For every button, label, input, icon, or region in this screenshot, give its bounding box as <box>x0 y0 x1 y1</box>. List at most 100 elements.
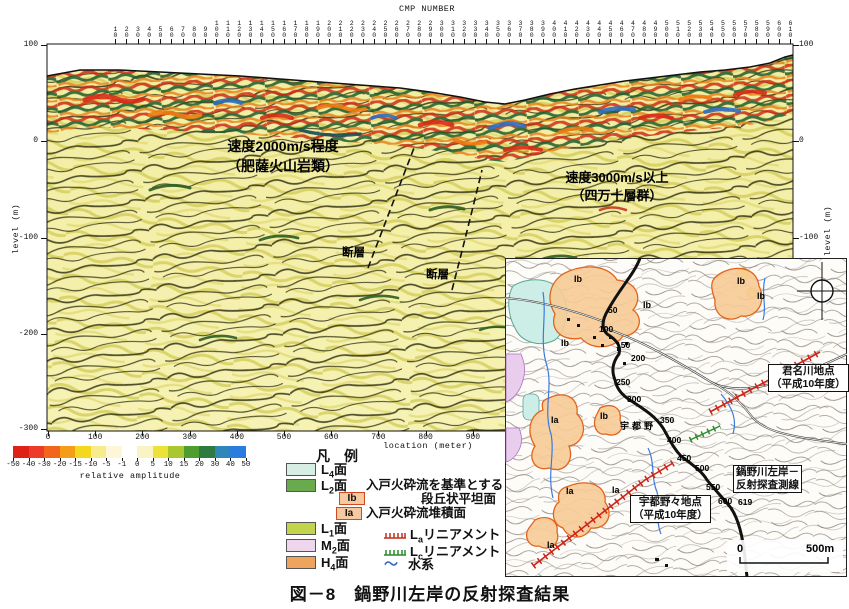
map-survey-line <box>601 258 749 577</box>
elevation-tick-label: -100 <box>18 233 38 242</box>
legend-label-l4: L4面 <box>321 462 347 480</box>
elevation-tick <box>793 238 799 239</box>
cmp-tick <box>115 39 116 44</box>
cmp-tick-label: 180 <box>303 20 311 38</box>
legend-unit-ib: Ib <box>339 492 365 505</box>
colorbar-tick-label: 5 <box>150 461 156 469</box>
cmp-tick <box>295 39 296 44</box>
location-tick-label: 600 <box>323 433 339 442</box>
velocity-annotation-1: 速度2000m/s程度 （肥薩火山岩類） <box>173 137 393 176</box>
colorbar-tick-label: -40 <box>21 461 36 469</box>
colorbar-tick-label: -5 <box>101 461 111 469</box>
cmp-axis-title: CMP NUMBER <box>398 4 455 14</box>
colorbar-tick-label: -10 <box>83 461 98 469</box>
cmp-axis: 10 20 30 40 50 60 70 80 90 100 110 120 130 140 150 160 1… <box>0 8 849 44</box>
colorbar-tick <box>13 458 14 461</box>
colorbar-tick-label: 10 <box>163 461 173 469</box>
cmp-tick-label: 510 <box>674 20 682 38</box>
colorbar-tick-label: 15 <box>179 461 189 469</box>
cmp-tick-label: 340 <box>483 20 491 38</box>
cmp-tick <box>778 39 780 44</box>
map-building-marks <box>567 318 668 567</box>
colorbar-tick <box>75 458 77 461</box>
location-tick-label: 200 <box>135 433 150 442</box>
colorbar-tick <box>168 458 170 461</box>
location-tick <box>142 431 144 436</box>
cmp-tick <box>677 39 679 44</box>
cmp-tick-label: 440 <box>595 20 603 38</box>
cmp-tick <box>643 39 645 44</box>
cmp-tick-label: 260 <box>393 20 401 38</box>
colorbar-tick <box>121 458 123 461</box>
colorbar-tick-label: 40 <box>225 461 235 469</box>
legend-ia-text: 入戸火砕流堆積面 <box>366 506 467 520</box>
cmp-tick-label: 570 <box>742 20 749 38</box>
cmp-tick <box>598 39 600 44</box>
cmp-tick-label: 470 <box>629 20 637 38</box>
legend-label-h4: H4面 <box>321 555 349 573</box>
water-system-icon: ～ <box>384 556 398 572</box>
location-tick <box>425 431 427 436</box>
legend-ito-note-line2: 段丘状平坦面 <box>421 492 497 506</box>
cmp-tick-label: 60 <box>168 26 176 38</box>
location-axis-title: location (meter) <box>383 441 473 451</box>
velocity-annotation-2-line1: 速度3000m/s以上 <box>565 170 669 185</box>
cmp-tick <box>520 39 521 44</box>
colorbar-tick-label: 0 <box>134 461 140 469</box>
cmp-tick <box>430 39 431 44</box>
cmp-tick <box>688 39 690 44</box>
cmp-tick <box>497 39 499 44</box>
elevation-tick <box>41 238 47 239</box>
colorbar-tick-label: 30 <box>210 461 220 469</box>
cmp-tick-label: 530 <box>697 20 704 38</box>
location-tick-label: 400 <box>229 433 244 442</box>
cmp-tick <box>508 39 510 44</box>
location-tick-label: 500 <box>276 433 292 442</box>
colorbar-tick <box>137 458 139 461</box>
colorbar-tick-label: -15 <box>68 461 82 469</box>
cmp-tick-label: 110 <box>224 20 232 38</box>
location-tick-label: 900 <box>465 433 480 442</box>
cmp-tick <box>205 39 206 44</box>
cmp-tick <box>137 39 139 44</box>
cmp-tick <box>373 39 375 44</box>
cmp-tick <box>790 39 791 44</box>
cmp-tick-label: 540 <box>708 20 716 38</box>
legend-swatch-m2 <box>286 539 316 552</box>
cmp-tick-label: 140 <box>258 20 266 38</box>
cmp-tick-label: 150 <box>269 20 277 38</box>
cmp-tick <box>621 39 623 44</box>
cmp-tick <box>407 39 409 44</box>
velocity-annotation-2: 速度3000m/s以上 （四万十層群） <box>517 169 717 205</box>
colorbar-segment <box>152 446 169 458</box>
cmp-tick <box>767 39 769 44</box>
cmp-tick <box>306 39 308 44</box>
cmp-tick-label: 370 <box>517 20 524 38</box>
cmp-tick-label: 520 <box>685 20 693 38</box>
cmp-tick-label: 90 <box>202 26 209 38</box>
cmp-tick-label: 480 <box>640 20 648 38</box>
cmp-tick-label: 70 <box>179 26 187 38</box>
location-tick-label: 300 <box>182 433 197 442</box>
cmp-tick-label: 550 <box>719 20 727 38</box>
cmp-tick <box>238 39 240 44</box>
cmp-tick-label: 10 <box>112 26 119 38</box>
cmp-tick-label: 490 <box>652 20 659 38</box>
legend-swatch-h4 <box>286 556 316 569</box>
legend-label-water: 水系 <box>408 557 435 572</box>
cmp-tick <box>733 39 735 44</box>
cmp-tick-label: 280 <box>415 20 423 38</box>
location-tick <box>236 431 238 436</box>
figure-title-text: 鍋野川左岸の反射探査結果 <box>354 585 571 604</box>
colorbar-segment <box>90 446 107 458</box>
colorbar-segment <box>199 446 216 458</box>
location-tick-label: 800 <box>418 433 433 442</box>
colorbar-tick <box>183 458 185 461</box>
location-tick <box>284 431 285 436</box>
location-tick <box>189 431 191 436</box>
elevation-tick-label: 0 <box>33 136 38 145</box>
location-tick-label: 700 <box>371 433 386 442</box>
cmp-tick <box>576 39 578 44</box>
colorbar-segment <box>230 446 247 458</box>
colorbar-segment <box>75 446 92 458</box>
